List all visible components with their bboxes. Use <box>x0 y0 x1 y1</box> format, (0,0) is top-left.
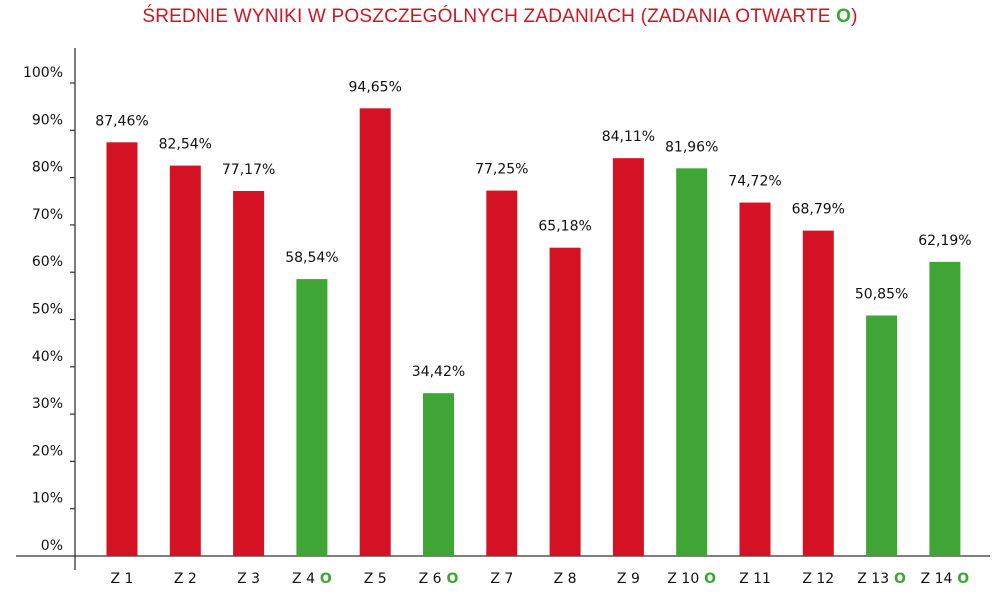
x-tick-label: Z 4 O <box>292 571 332 587</box>
data-label: 87,46% <box>95 113 148 129</box>
bar <box>486 190 518 557</box>
bar <box>739 202 771 556</box>
y-tick-label: 90% <box>32 112 63 128</box>
x-tick-label: Z 5 <box>364 571 387 587</box>
title-open-marker: O <box>836 6 852 27</box>
x-tick-label: Z 6 O <box>419 571 459 587</box>
y-tick-label: 80% <box>32 160 63 176</box>
open-task-marker: O <box>442 571 459 587</box>
y-tick-label: 10% <box>32 491 63 507</box>
x-tick-label: Z 8 <box>554 571 577 587</box>
bar <box>612 158 644 556</box>
data-label: 50,85% <box>855 286 908 302</box>
y-tick-label: 20% <box>32 443 63 459</box>
open-task-marker: O <box>889 571 906 587</box>
y-tick-label: 100% <box>23 65 63 81</box>
data-label: 58,54% <box>285 250 338 266</box>
data-label: 77,25% <box>475 162 528 178</box>
data-label: 68,79% <box>792 202 845 218</box>
data-label: 74,72% <box>728 174 781 190</box>
title-text: ŚREDNIE WYNIKI W POSZCZEGÓLNYCH ZADANIAC… <box>142 6 831 27</box>
data-label: 94,65% <box>349 79 402 95</box>
data-label: 77,17% <box>222 162 275 178</box>
x-tick-label: Z 1 <box>111 571 134 587</box>
y-tick-label: 40% <box>32 349 63 365</box>
x-tick-label: Z 7 <box>490 571 513 587</box>
y-tick-label: 30% <box>32 396 63 412</box>
bar <box>802 230 834 557</box>
bar <box>423 393 454 556</box>
y-tick-label: 60% <box>32 254 63 270</box>
bar <box>549 247 581 556</box>
y-tick-label: 70% <box>32 207 63 223</box>
data-label: 82,54% <box>159 137 212 153</box>
chart-title: ŚREDNIE WYNIKI W POSZCZEGÓLNYCH ZADANIAC… <box>0 6 1000 28</box>
y-tick-label: 50% <box>32 302 63 318</box>
open-task-marker: O <box>952 571 969 587</box>
x-tick-label: Z 2 <box>174 571 197 587</box>
x-tick-label: Z 3 <box>237 571 260 587</box>
x-tick-label: Z 11 <box>739 571 771 587</box>
bar <box>676 168 708 556</box>
bar <box>169 165 201 556</box>
bar <box>106 142 138 556</box>
bar <box>929 261 961 556</box>
open-task-marker: O <box>699 571 716 587</box>
open-task-marker: O <box>315 571 332 587</box>
data-label: 81,96% <box>665 139 718 155</box>
bar <box>359 108 391 557</box>
bar <box>233 190 265 556</box>
x-tick-label: Z 9 <box>617 571 640 587</box>
data-label: 34,42% <box>412 364 465 380</box>
data-label: 62,19% <box>918 233 971 249</box>
y-tick-label: 0% <box>41 538 63 554</box>
bar <box>296 279 328 556</box>
x-tick-label: Z 12 <box>802 571 834 587</box>
x-tick-label: Z 10 O <box>667 571 716 587</box>
data-label: 84,11% <box>602 129 655 145</box>
title-end: ) <box>851 6 858 27</box>
x-tick-label: Z 14 O <box>921 571 970 587</box>
x-tick-label: Z 13 O <box>857 571 906 587</box>
bar <box>866 315 898 556</box>
data-label: 65,18% <box>538 219 591 235</box>
